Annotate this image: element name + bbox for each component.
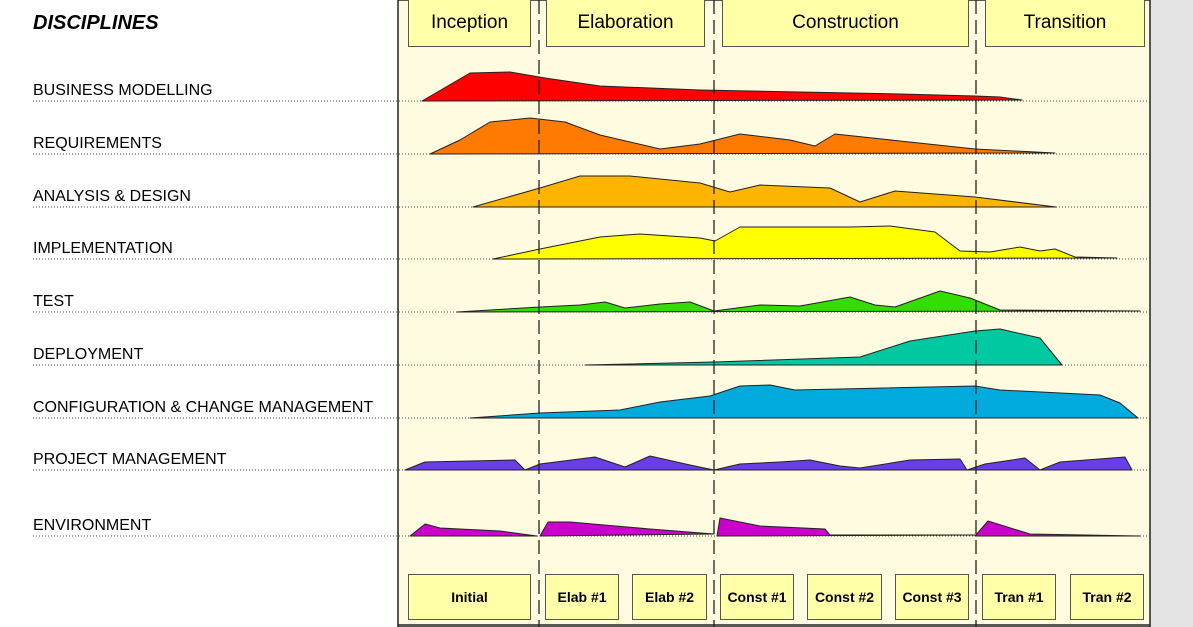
phase-transition: Transition [985, 0, 1145, 47]
workload-hump-business-modelling [421, 71, 1023, 102]
iteration-initial: Initial [408, 574, 531, 620]
workload-hump-configuration-change-management [469, 384, 1139, 419]
phase-dividers [538, 0, 977, 627]
workload-hump-environment [974, 520, 1141, 537]
iteration-elab-2: Elab #2 [632, 574, 707, 620]
workload-hump-test [456, 290, 1141, 313]
discipline-label: IMPLEMENTATION [33, 240, 173, 257]
workload-hump-environment [716, 517, 976, 537]
workload-hump-deployment [584, 328, 1063, 366]
diagram-area [397, 0, 1151, 627]
discipline-label: TEST [33, 293, 74, 310]
workload-hump-requirements [429, 117, 1056, 155]
workload-hump-implementation [492, 225, 1118, 260]
disciplines-title: DISCIPLINES [33, 12, 159, 34]
workload-hump-environment [409, 523, 538, 537]
iteration-elab-1: Elab #1 [545, 574, 619, 620]
discipline-label: BUSINESS MODELLING [33, 82, 213, 99]
workload-hump-analysis-design [472, 175, 1057, 208]
phase-inception: Inception [408, 0, 531, 47]
discipline-label: ENVIRONMENT [33, 517, 152, 534]
discipline-label: CONFIGURATION & CHANGE MANAGEMENT [33, 399, 374, 416]
phase-construction: Construction [722, 0, 969, 47]
shadow [1150, 0, 1193, 627]
iteration-const-1: Const #1 [720, 574, 794, 620]
discipline-label: REQUIREMENTS [33, 135, 162, 152]
discipline-label: ANALYSIS & DESIGN [33, 188, 191, 205]
discipline-label: PROJECT MANAGEMENT [33, 451, 227, 468]
workload-hump-environment [539, 521, 715, 537]
iteration-tran-2: Tran #2 [1070, 574, 1144, 620]
iteration-const-2: Const #2 [807, 574, 882, 620]
workload-hump-project-management [404, 455, 1133, 471]
phase-elaboration: Elaboration [546, 0, 705, 47]
discipline-label: DEPLOYMENT [33, 346, 144, 363]
iteration-const-3: Const #3 [895, 574, 969, 620]
iteration-tran-1: Tran #1 [982, 574, 1056, 620]
